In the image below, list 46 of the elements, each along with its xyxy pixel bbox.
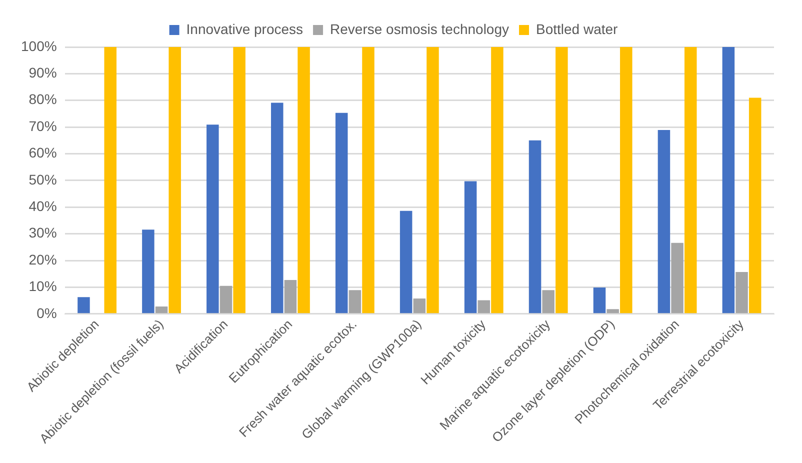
bar: [426, 47, 439, 314]
bar: [528, 140, 542, 314]
bar: [464, 181, 477, 314]
bar: [722, 47, 735, 314]
y-tick-label: 30%: [28, 224, 57, 241]
bar: [593, 287, 606, 314]
y-tick-label: 60%: [28, 144, 57, 161]
bar: [606, 309, 619, 314]
bar: [556, 47, 568, 314]
bar: [335, 112, 348, 314]
bar: [620, 47, 632, 314]
bar: [684, 47, 697, 314]
legend-label: Bottled water: [536, 20, 618, 37]
bar: [155, 306, 168, 314]
bar: [271, 102, 284, 314]
legend-label: Innovative process: [186, 20, 304, 37]
bar: [233, 47, 246, 314]
bar: [206, 124, 219, 314]
bar: [78, 297, 90, 314]
bar: [298, 47, 310, 314]
y-tick-label: 0%: [36, 304, 57, 321]
bar: [658, 130, 670, 314]
bar: [736, 272, 748, 314]
bar: [413, 298, 426, 314]
bar: [362, 47, 374, 314]
y-tick-label: 90%: [28, 64, 57, 81]
bar: [168, 47, 181, 314]
bar: [478, 300, 490, 314]
y-tick-label: 50%: [28, 171, 57, 188]
bar: [104, 47, 116, 314]
y-tick-label: 40%: [28, 198, 57, 214]
bar: [400, 210, 412, 314]
y-tick-label: 20%: [28, 251, 57, 268]
bar: [284, 280, 297, 314]
bar: [671, 242, 684, 314]
bar: [142, 230, 154, 314]
y-tick-label: 100%: [20, 38, 57, 54]
bar: [491, 47, 504, 314]
y-tick-label: 10%: [28, 278, 57, 294]
bar: [542, 290, 554, 314]
y-tick-label: 80%: [28, 91, 57, 108]
y-tick-label: 70%: [28, 118, 57, 134]
bar: [748, 98, 762, 314]
legend-label: Reverse osmosis technology: [330, 20, 510, 37]
bar: [220, 286, 232, 314]
bar: [348, 290, 362, 314]
